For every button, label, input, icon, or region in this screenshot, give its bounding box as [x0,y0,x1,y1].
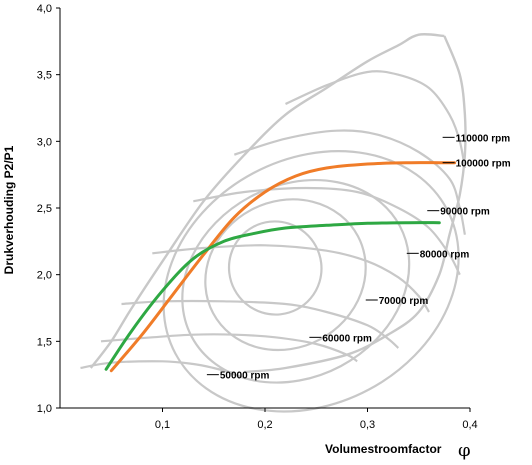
rpm-label: 90000 rpm [440,207,490,218]
x-tick-label: 0,1 [155,419,170,431]
x-axis-phi-symbol: φ [458,440,471,460]
speed-line-100000-rpm [233,129,466,235]
efficiency-island-1 [227,220,323,316]
y-tick-label: 3,0 [37,136,52,148]
efficiency-island-4 [162,150,460,413]
x-tick-label: 0,4 [462,419,477,431]
choke-line [244,35,467,374]
axes: 1,0 1,5 2,0 2,5 3,0 3,5 4,0 0,1 0,2 0,3 0,4 [37,3,478,431]
y-tick-label: 2,0 [37,270,52,282]
y-tick-label: 1,5 [37,336,52,348]
speed-line-60000-rpm [100,333,358,363]
y-tick-label: 3,5 [37,70,52,82]
efficiency-island-2 [204,198,367,352]
x-axis-title: Volumestroomfactor [325,442,442,456]
x-tick-label: 0,2 [257,419,272,431]
rpm-labels: 50000 rpm 60000 rpm 70000 rpm 80000 rpm 9000… [206,133,511,382]
surge-line [89,33,445,369]
speed-line-50000-rpm [80,360,235,375]
series-curve-2 [104,221,441,371]
rpm-label: 70000 rpm [379,296,429,307]
operating-curves [104,161,457,373]
rpm-label: 100000 rpm [456,159,511,170]
rpm-label: 80000 rpm [420,249,470,260]
y-tick-label: 4,0 [37,3,52,15]
x-tick-label: 0,3 [360,419,375,431]
rpm-label: 60000 rpm [322,333,372,344]
speed-line-90000-rpm [193,186,461,276]
speed-line-110000-rpm [285,70,466,169]
efficiency-island-3 [181,179,411,384]
y-tick-label: 2,5 [37,203,52,215]
rpm-label: 50000 rpm [220,371,270,382]
rpm-label: 110000 rpm [456,133,511,144]
series-curve-1 [109,161,457,373]
compressor-speed-lines [80,33,467,413]
y-tick-label: 1,0 [37,403,52,415]
y-axis-title: Drukverhouding P2/P1 [2,145,16,274]
